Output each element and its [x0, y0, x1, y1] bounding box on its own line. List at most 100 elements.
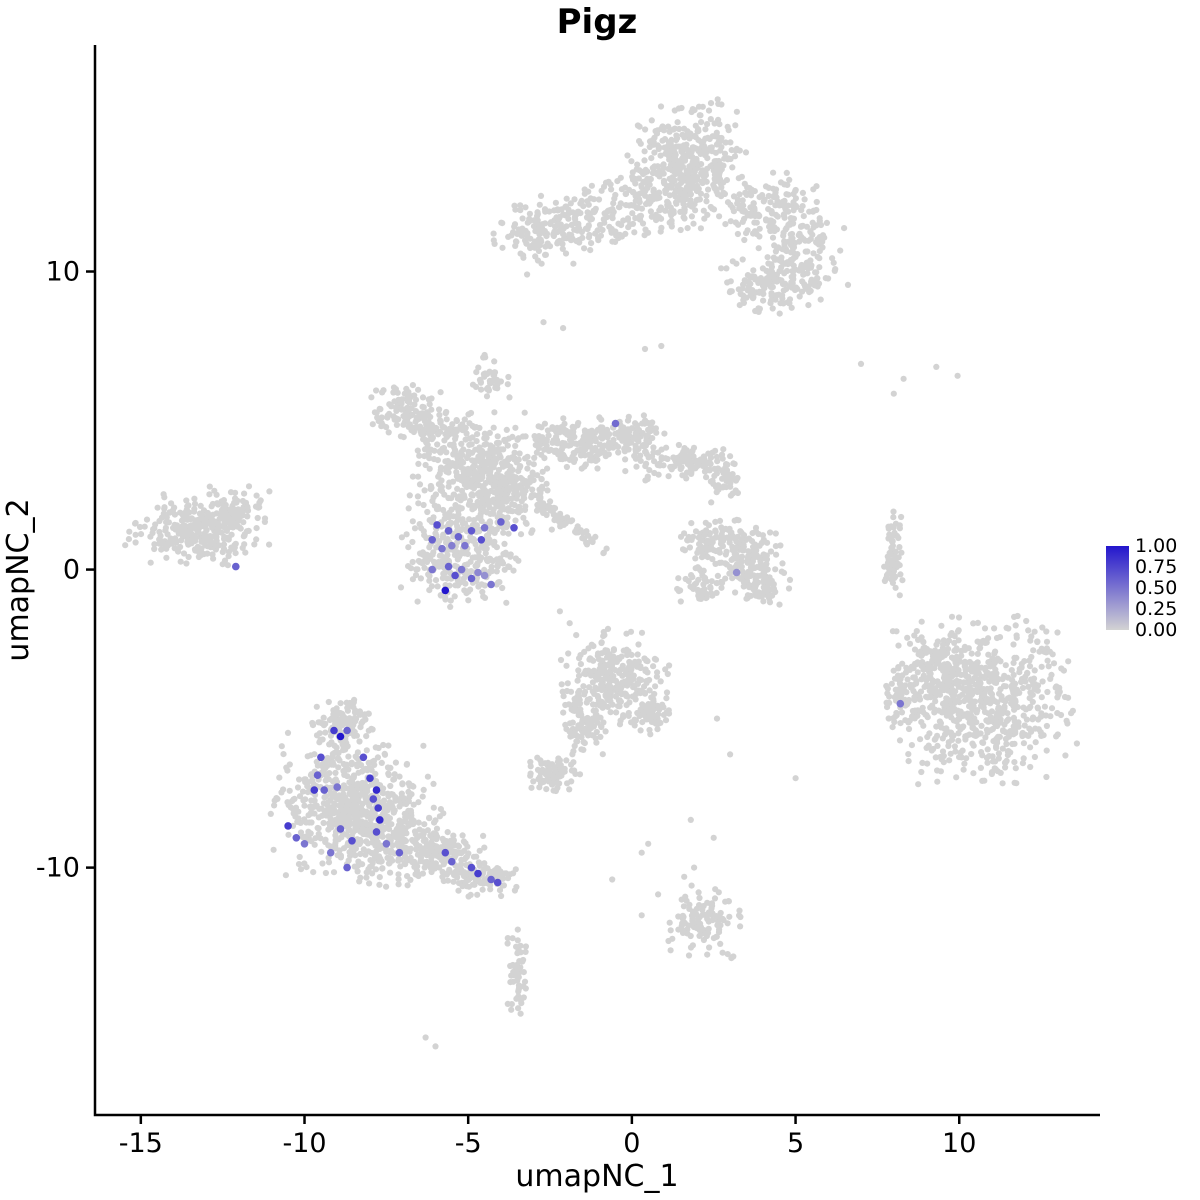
cell-point [925, 742, 932, 749]
cell-point [1002, 759, 1009, 766]
cell-point [501, 540, 508, 548]
cell-point [1044, 688, 1051, 696]
cell-point [445, 483, 452, 490]
cell-point [1027, 763, 1034, 771]
cell-point [678, 179, 685, 186]
cell-point [984, 669, 992, 677]
cell-point [567, 200, 574, 207]
cell-point [551, 505, 559, 512]
cell-point [595, 196, 603, 203]
cell-point [409, 518, 416, 525]
cell-point [325, 698, 332, 706]
cell-point [1002, 662, 1009, 669]
cell-point [600, 216, 607, 223]
cell-point [309, 722, 317, 729]
cell-point [681, 215, 688, 222]
cell-point [744, 287, 751, 294]
cell-point [296, 776, 303, 783]
cell-point [453, 417, 460, 425]
cell-point [469, 464, 476, 471]
cell-point [178, 537, 185, 544]
cell-point [995, 755, 1002, 762]
cell-point [414, 598, 421, 605]
cell-point [632, 180, 639, 187]
cell-point [927, 664, 934, 671]
cell-point [734, 474, 741, 482]
cell-point [689, 160, 696, 167]
cell-point [505, 233, 512, 240]
cell-point [373, 387, 380, 394]
cell-point [680, 194, 687, 201]
cell-point [1002, 683, 1010, 690]
cell-point [531, 433, 538, 440]
cell-point [739, 568, 746, 575]
cell-point [458, 440, 465, 447]
cell-point [487, 556, 494, 563]
cell-point [500, 529, 507, 536]
cell-point [742, 149, 750, 156]
cell-point [462, 424, 469, 431]
cell-point [565, 210, 572, 217]
cell-point [676, 125, 683, 133]
cell-point [1010, 659, 1017, 667]
cell-point [705, 186, 712, 193]
cell-point [692, 465, 699, 472]
cell-point [954, 628, 962, 635]
cell-point [974, 619, 982, 627]
cell-point [433, 506, 441, 513]
cell-point [1013, 690, 1020, 697]
cell-point [280, 751, 287, 758]
cell-point [960, 723, 967, 730]
cell-point [641, 443, 648, 450]
cell-point [432, 577, 440, 584]
cell-point [494, 433, 501, 440]
cell-point [558, 206, 565, 213]
cell-point [1039, 678, 1046, 685]
cell-point [225, 548, 232, 556]
cell-point [690, 453, 697, 460]
cell-point [654, 195, 662, 202]
cell-point [426, 577, 433, 584]
cell-point [643, 437, 650, 444]
cell-point [503, 426, 510, 433]
cell-point [537, 192, 545, 199]
cell-point [597, 434, 604, 441]
cell-point [806, 208, 813, 215]
cell-point [895, 665, 902, 672]
cell-point [324, 774, 331, 781]
cell-point [203, 527, 210, 534]
cell-point [633, 431, 640, 438]
cell-point [380, 741, 387, 749]
cell-point [670, 155, 678, 162]
cell-point [642, 126, 649, 133]
cell-point [767, 548, 775, 555]
cell-point [733, 108, 741, 115]
cell-point [454, 514, 461, 521]
cell-point [736, 302, 743, 309]
cell-point [1032, 739, 1039, 746]
cell-point [474, 560, 481, 567]
cell-point [1013, 654, 1020, 662]
cell-point [677, 226, 684, 234]
cell-point [574, 523, 581, 530]
cell-point [1054, 689, 1061, 696]
cell-point [177, 543, 184, 551]
cell-point [756, 194, 763, 201]
cell-point [906, 666, 914, 674]
cell-point [931, 647, 939, 654]
cell-point [505, 455, 512, 462]
cell-point [458, 477, 465, 484]
cell-point [425, 418, 432, 425]
cell-point [999, 745, 1006, 752]
cell-point [1002, 735, 1010, 743]
cell-point [720, 446, 727, 453]
cell-point [814, 238, 821, 246]
cell-point [599, 424, 606, 431]
cell-point [763, 584, 770, 592]
cell-point [714, 191, 721, 198]
cell-point [688, 203, 695, 210]
cell-point [987, 718, 994, 725]
cell-point [232, 550, 239, 557]
cell-point [470, 485, 477, 492]
cell-point [491, 528, 498, 535]
